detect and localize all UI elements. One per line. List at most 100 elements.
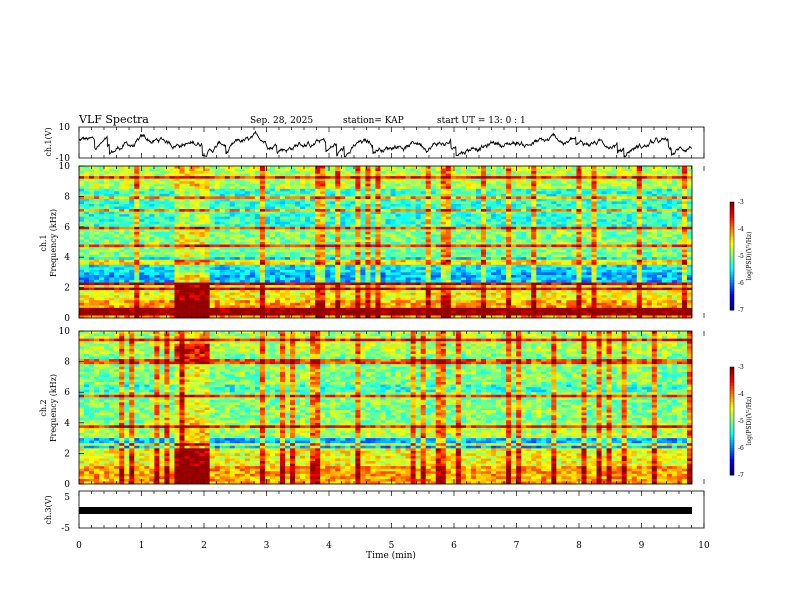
- spectrogram-cell: [315, 181, 321, 185]
- spectrogram-cell: [651, 201, 658, 205]
- spectrogram-cell: [370, 188, 376, 192]
- spectrogram-cell: [566, 221, 572, 225]
- spectrogram-cell: [159, 196, 165, 200]
- spectrogram-cell: [601, 264, 607, 268]
- spectrogram-cell: [621, 176, 627, 179]
- spectrogram-cell: [491, 183, 497, 187]
- spectrogram-cell: [405, 262, 411, 266]
- spectrogram-cell: [104, 193, 110, 197]
- spectrogram-cell: [410, 191, 416, 195]
- spectrogram-cell: [264, 166, 271, 169]
- spectrogram-cell: [606, 196, 612, 200]
- spectrogram-cell: [310, 181, 316, 185]
- spectrogram-cell: [330, 176, 336, 179]
- spectrogram-cell: [546, 178, 552, 182]
- spectrogram-cell: [390, 231, 396, 235]
- spectrogram-cell: [89, 257, 95, 261]
- spectrogram-cell: [475, 168, 482, 172]
- spectrogram-cell: [445, 198, 452, 202]
- spectrogram-cell: [631, 247, 638, 250]
- spectrogram-cell: [310, 239, 316, 243]
- spectrogram-cell: [345, 234, 351, 238]
- spectrogram-cell: [239, 181, 246, 185]
- spectrogram-cell: [400, 181, 406, 185]
- spectrogram-cell: [536, 201, 542, 205]
- spectrogram-cell: [159, 221, 165, 225]
- spectrogram-cell: [164, 196, 170, 200]
- spectrogram-cell: [581, 229, 587, 233]
- spectrogram-cell: [676, 193, 683, 197]
- spectrogram-cell: [104, 176, 110, 179]
- spectrogram-cell: [521, 257, 527, 261]
- spectrogram-cell: [295, 229, 301, 233]
- spectrogram-cell: [365, 209, 371, 212]
- spectrogram-cell: [536, 176, 542, 179]
- spectrogram-cell: [556, 264, 562, 268]
- spectrogram-cell: [536, 193, 542, 197]
- spectrogram-cell: [124, 178, 130, 182]
- spectrogram-cell: [340, 181, 346, 185]
- spectrogram-cell: [370, 206, 376, 210]
- spectrogram-cell: [229, 219, 236, 223]
- spectrogram-cell: [154, 171, 160, 174]
- spectrogram-cell: [390, 214, 396, 217]
- spectrogram-cell: [124, 188, 130, 192]
- spectrogram-cell: [400, 166, 406, 169]
- spectrogram-cell: [164, 204, 170, 207]
- spectrogram-cell: [651, 176, 658, 179]
- spectrogram-cell: [541, 262, 547, 266]
- spectrogram-cell: [475, 211, 482, 215]
- spectrogram-cell: [491, 259, 497, 263]
- spectrogram-cell: [666, 178, 673, 182]
- spectrogram-cell: [536, 181, 542, 185]
- spectrogram-cell: [465, 236, 472, 240]
- spectrogram-cell: [430, 249, 437, 253]
- spectrogram-cell: [581, 264, 587, 268]
- spectrogram-cell: [636, 234, 643, 238]
- spectrogram-cell: [385, 257, 391, 261]
- spectrogram-cell: [114, 259, 120, 263]
- spectrogram-cell: [641, 219, 648, 223]
- spectrogram-cell: [244, 249, 251, 253]
- spectrogram-cell: [676, 257, 683, 261]
- spectrogram-cell: [671, 234, 678, 238]
- spectrogram-cell: [345, 262, 351, 266]
- spectrogram-cell: [395, 247, 401, 250]
- spectrogram-cell: [596, 226, 602, 230]
- spectrogram-cell: [269, 216, 276, 220]
- spectrogram-cell: [686, 262, 693, 266]
- spectrogram-cell: [420, 188, 426, 192]
- spectrogram-cell: [249, 219, 256, 223]
- spectrogram-cell: [375, 206, 381, 210]
- spectrogram-cell: [300, 249, 306, 253]
- spectrogram-cell: [274, 166, 281, 169]
- spectrogram-cell: [475, 191, 482, 195]
- spectrogram-cell: [445, 221, 452, 225]
- spectrogram-cell: [325, 244, 331, 248]
- spectrogram-cell: [531, 214, 537, 217]
- spectrogram-cell: [485, 226, 492, 230]
- spectrogram-cell: [465, 206, 472, 210]
- spectrogram-cell: [591, 214, 597, 217]
- spectrogram-cell: [390, 224, 396, 228]
- spectrogram-cell: [636, 239, 643, 243]
- spectrogram-cell: [310, 176, 316, 179]
- spectrogram-cell: [194, 231, 200, 235]
- spectrogram-cell: [566, 249, 572, 253]
- spectrogram-cell: [134, 188, 140, 192]
- spectrogram-cell: [641, 204, 648, 207]
- spectrogram-cell: [219, 239, 226, 243]
- spectrogram-cell: [315, 224, 321, 228]
- spectrogram-cell: [591, 193, 597, 197]
- spectrogram-cell: [631, 209, 638, 212]
- spectrogram-cell: [511, 229, 517, 233]
- spectrogram-cell: [350, 224, 356, 228]
- spectrogram-cell: [445, 219, 452, 223]
- spectrogram-cell: [576, 214, 582, 217]
- spectrogram-cell: [385, 193, 391, 197]
- spectrogram-cell: [365, 242, 371, 245]
- spectrogram-cell: [651, 257, 658, 261]
- spectrogram-cell: [300, 231, 306, 235]
- spectrogram-cell: [89, 186, 95, 190]
- spectrogram-cell: [355, 247, 361, 250]
